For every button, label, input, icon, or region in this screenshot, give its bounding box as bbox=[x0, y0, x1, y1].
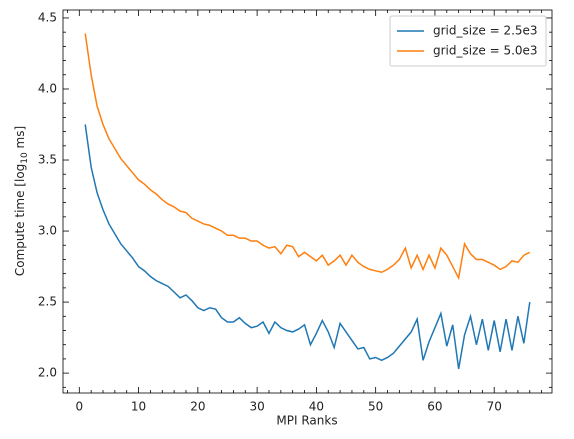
y-tick-label: 2.0 bbox=[38, 366, 57, 380]
plot-frame bbox=[62, 9, 553, 394]
y-tick-label: 2.5 bbox=[38, 295, 57, 309]
series-line bbox=[84, 124, 531, 369]
legend-label: grid_size = 2.5e3 bbox=[433, 24, 538, 38]
y-axis-label-sub: 10 bbox=[20, 152, 30, 164]
legend-label: grid_size = 5.0e3 bbox=[433, 44, 538, 58]
y-axis-label-part: ms] bbox=[13, 126, 27, 152]
series-line bbox=[84, 33, 531, 281]
x-axis-label: MPI Ranks bbox=[276, 414, 337, 428]
x-tick-label: 60 bbox=[427, 400, 442, 414]
x-tick-label: 20 bbox=[190, 400, 205, 414]
x-tick-label: 10 bbox=[131, 400, 146, 414]
y-tick-label: 3.5 bbox=[38, 153, 57, 167]
y-axis-label: Compute time [log10 ms] bbox=[13, 126, 30, 276]
legend-box bbox=[389, 15, 547, 67]
x-tick-label: 40 bbox=[309, 400, 324, 414]
y-axis-label-part: Compute time [log bbox=[13, 164, 27, 276]
x-tick-label: 50 bbox=[368, 400, 383, 414]
x-tick-label: 0 bbox=[75, 400, 83, 414]
y-tick-label: 4.0 bbox=[38, 81, 57, 95]
y-tick-label: 3.0 bbox=[38, 224, 57, 238]
x-tick-label: 70 bbox=[487, 400, 502, 414]
x-tick-label: 30 bbox=[249, 400, 264, 414]
y-tick-label: 4.5 bbox=[38, 10, 57, 24]
